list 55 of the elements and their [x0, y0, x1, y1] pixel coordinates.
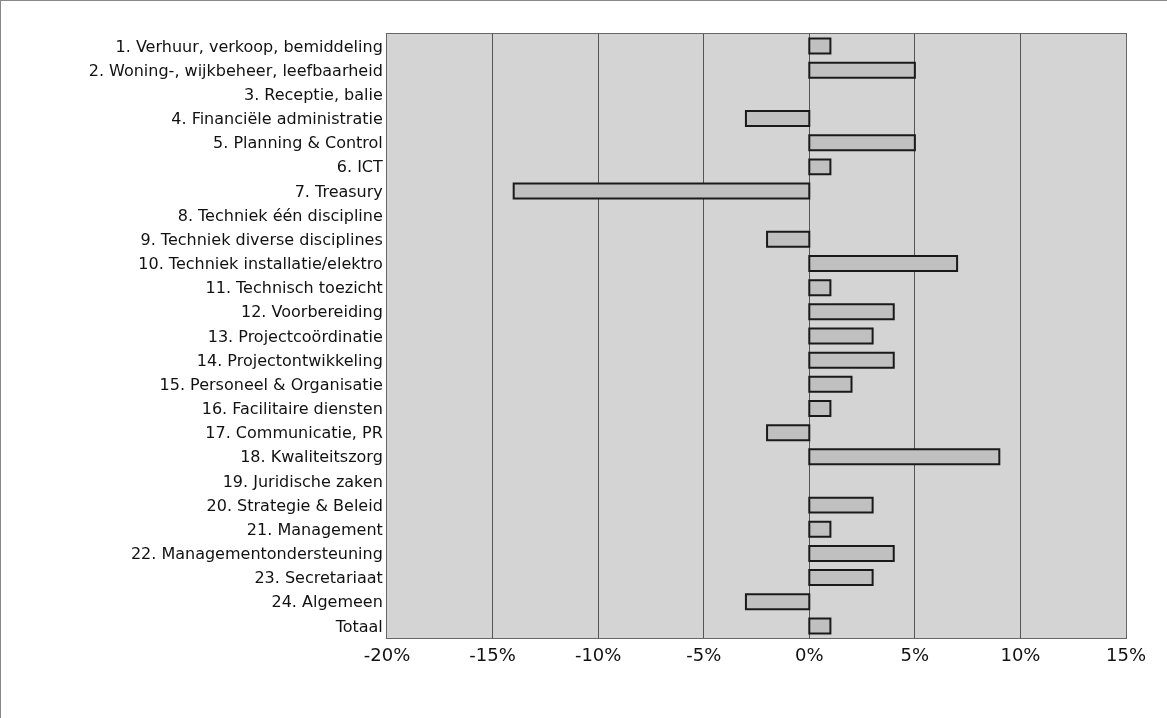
y-tick-label: 2. Woning-, wijkbeheer, leefbaarheid: [88, 60, 383, 80]
bar: [808, 448, 1001, 466]
y-tick-label: 10. Techniek installatie/elektro: [138, 254, 383, 274]
y-tick-label: 14. Projectontwikkeling: [196, 350, 383, 370]
y-tick-label: 6. ICT: [336, 157, 384, 177]
bar: [808, 61, 916, 79]
y-tick-label: 4. Financiële administratie: [171, 109, 383, 129]
bar: [808, 375, 853, 393]
bar: [808, 134, 916, 152]
y-tick-label: 22. Managementondersteuning: [130, 544, 383, 564]
y-tick-label: 5. Planning & Control: [213, 133, 383, 153]
y-tick-label: 3. Receptie, balie: [243, 85, 383, 104]
bar: [766, 230, 811, 248]
y-tick-label: 1. Verhuur, verkoop, bemiddeling: [115, 36, 383, 56]
bar: [808, 327, 874, 345]
bar: [808, 617, 832, 635]
y-tick-label: 23. Secretariaat: [254, 568, 383, 588]
bar: [744, 593, 811, 611]
x-tick-label: 10%: [1000, 643, 1041, 665]
bar: [808, 255, 959, 273]
y-tick-label: 20. Strategie & Beleid: [206, 495, 383, 515]
y-tick-label: 24. Algemeen: [271, 592, 383, 612]
x-tick-label: -10%: [574, 643, 622, 665]
x-tick-label: -15%: [469, 643, 516, 665]
y-tick-label: 11. Technisch toezicht: [205, 278, 383, 298]
x-tick-label: 0%: [795, 643, 824, 665]
y-tick-label: 19. Juridische zaken: [222, 471, 383, 491]
y-tick-label: 8. Techniek één discipline: [177, 205, 383, 225]
x-tick-label: 5%: [900, 643, 930, 665]
bar: [808, 544, 895, 562]
bar: [808, 37, 832, 55]
bar: [512, 182, 811, 200]
bar: [808, 399, 832, 417]
y-tick-label: Totaal: [334, 616, 383, 636]
bar: [766, 424, 811, 442]
bar: [808, 279, 832, 297]
bar: [808, 569, 874, 587]
y-tick-label: 15. Personeel & Organisatie: [159, 374, 383, 394]
x-tick-label: -5%: [686, 643, 722, 665]
bar: [808, 158, 832, 176]
y-tick-label: 17. Communicatie, PR: [205, 423, 383, 443]
bar: [808, 520, 832, 538]
y-tick-label: 12. Voorbereiding: [240, 302, 383, 322]
bar: [808, 303, 895, 321]
y-tick-label: 9. Techniek diverse disciplines: [140, 229, 383, 249]
bar: [808, 351, 895, 369]
x-tick-label: -20%: [363, 643, 411, 665]
y-tick-label: 13. Projectcoördinatie: [207, 326, 383, 346]
y-tick-label: 7. Treasury: [294, 181, 383, 201]
bar: [808, 496, 874, 514]
y-tick-label: 16. Facilitaire diensten: [201, 399, 383, 419]
y-tick-label: 18. Kwaliteitszorg: [240, 447, 383, 467]
x-tick-label: 15%: [1105, 643, 1147, 665]
bar: [744, 110, 811, 128]
y-tick-label: 21. Management: [246, 519, 383, 539]
